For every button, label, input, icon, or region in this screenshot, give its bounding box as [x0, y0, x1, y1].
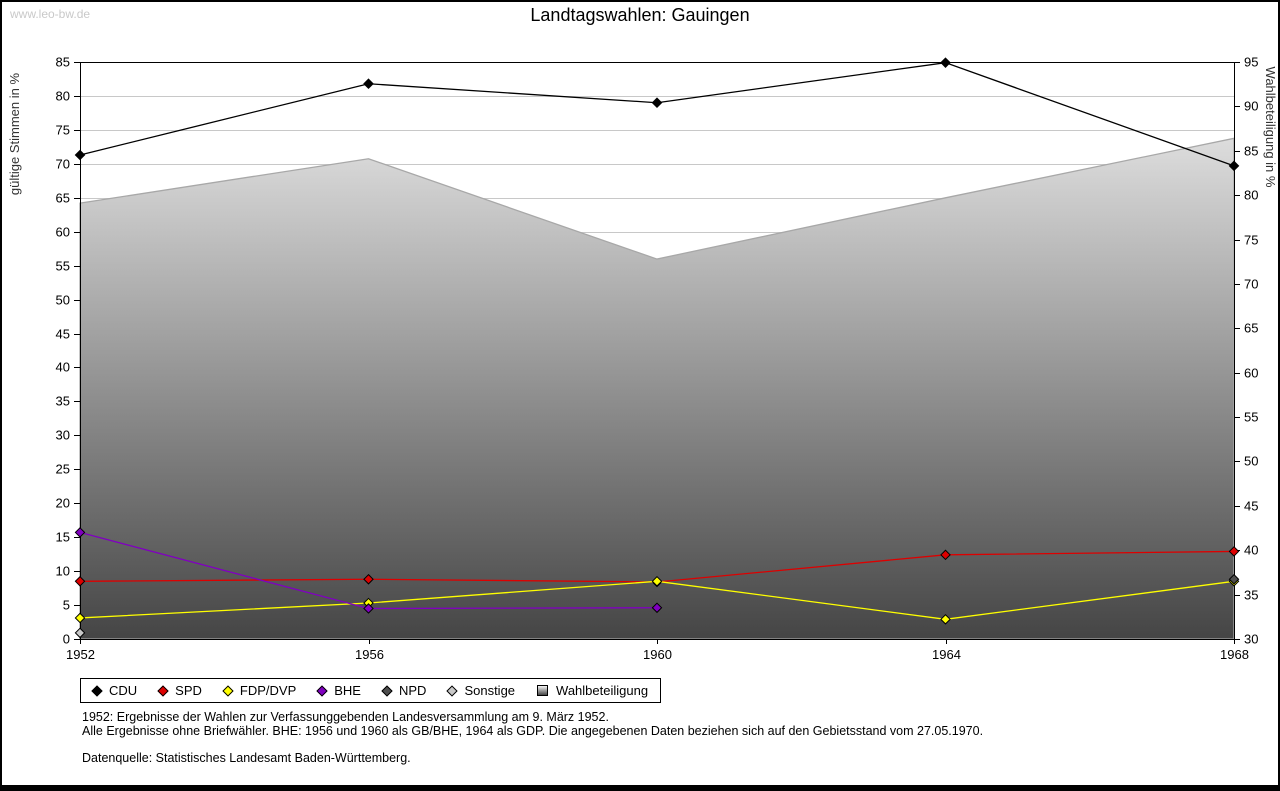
svg-text:90: 90 — [1244, 99, 1258, 114]
election-line-chart: 0 5 10 15 20 25 30 35 40 45 50 55 60 65 70 75 80 85 30 35 40… — [7, 55, 1278, 663]
svg-text:75: 75 — [1244, 233, 1258, 248]
svg-text:15: 15 — [56, 530, 70, 545]
svg-text:70: 70 — [1244, 277, 1258, 292]
data-point-bhe — [74, 527, 86, 538]
square-marker-icon — [537, 685, 549, 696]
footnotes: 1952: Ergebnisse der Wahlen zur Verfassu… — [82, 710, 984, 766]
data-point-cdu — [651, 97, 663, 109]
legend-label: CDU — [109, 683, 138, 698]
svg-text:5: 5 — [63, 598, 70, 613]
data-point-fdp-dvp — [651, 575, 663, 587]
data-point-cdu — [940, 57, 951, 68]
legend-label: BHE — [334, 683, 361, 698]
svg-text:80: 80 — [1244, 188, 1258, 203]
svg-text:35: 35 — [56, 394, 70, 409]
svg-text:40: 40 — [56, 360, 70, 375]
chart-title: Landtagswahlen: Gauingen — [530, 5, 750, 25]
legend-label: SPD — [175, 683, 202, 698]
legend-item-spd: SPD — [157, 683, 202, 698]
svg-text:60: 60 — [56, 225, 70, 240]
data-point-cdu — [363, 78, 374, 90]
svg-text:85: 85 — [56, 55, 70, 70]
right-axis-title: Wahlbeteiligung in % — [1263, 67, 1278, 188]
diamond-marker-icon — [91, 684, 103, 697]
svg-text:40: 40 — [1244, 543, 1258, 558]
diamond-marker-icon — [446, 684, 459, 697]
svg-text:60: 60 — [1244, 366, 1258, 381]
svg-text:1964: 1964 — [932, 647, 961, 662]
svg-text:75: 75 — [56, 123, 70, 138]
footnote-line-2: Alle Ergebnisse ohne Briefwähler. BHE: 1… — [82, 723, 984, 738]
data-point-spd — [940, 549, 951, 561]
data-point-bhe — [363, 603, 374, 614]
legend: CDU SPD FDP/DVP BHE NPD Sonstige Wahlbeteiligu… — [80, 678, 662, 703]
data-point-sonstige — [74, 627, 86, 639]
data-point-bhe — [651, 602, 663, 614]
data-point-fdp-dvp — [940, 614, 951, 625]
svg-text:30: 30 — [56, 428, 70, 443]
svg-text:50: 50 — [56, 293, 70, 308]
svg-text:80: 80 — [56, 89, 70, 104]
legend-item-npd: NPD — [381, 683, 427, 698]
svg-text:55: 55 — [1244, 410, 1258, 425]
svg-text:1956: 1956 — [355, 647, 384, 662]
left-axis-title: gültige Stimmen in % — [7, 73, 22, 196]
footnote-line-1: 1952: Ergebnisse der Wahlen zur Verfassu… — [82, 710, 609, 724]
data-point-fdp-dvp — [74, 612, 86, 624]
legend-label: Sonstige — [464, 683, 516, 698]
series-npd — [1228, 573, 1240, 585]
data-point-cdu — [74, 149, 86, 161]
footnote-source: Datenquelle: Statistisches Landesamt Bad… — [82, 751, 411, 765]
legend-item-sonstige: Sonstige — [446, 683, 516, 698]
axis-tick-labels: 0 5 10 15 20 25 30 35 40 45 50 55 60 65 70 75 80 85 30 35 40… — [56, 55, 1259, 663]
watermark: www.leo-bw.de — [10, 7, 91, 21]
svg-text:20: 20 — [56, 496, 70, 511]
svg-text:85: 85 — [1244, 144, 1258, 159]
diamond-marker-icon — [381, 684, 393, 697]
svg-text:25: 25 — [56, 462, 70, 477]
legend-label: Wahlbeteiligung — [556, 683, 649, 698]
svg-text:95: 95 — [1244, 55, 1258, 70]
series-bhe — [74, 527, 663, 614]
data-point-spd — [1228, 546, 1240, 557]
svg-text:1968: 1968 — [1220, 647, 1249, 662]
legend-item-fdp-dvp: FDP/DVP — [222, 683, 297, 698]
legend-item-bhe: BHE — [316, 683, 361, 698]
svg-text:1952: 1952 — [66, 647, 95, 662]
svg-text:55: 55 — [56, 259, 70, 274]
svg-text:30: 30 — [1244, 632, 1258, 647]
legend-label: FDP/DVP — [239, 683, 297, 698]
svg-text:70: 70 — [56, 157, 70, 172]
diamond-marker-icon — [157, 684, 169, 697]
axis-ticks — [74, 62, 1240, 644]
area-wahlbeteiligung — [79, 137, 1235, 640]
svg-text:65: 65 — [1244, 321, 1258, 336]
data-point-spd — [363, 573, 374, 585]
data-point-spd — [74, 575, 86, 587]
diamond-marker-icon — [316, 684, 328, 697]
svg-text:35: 35 — [1244, 588, 1258, 603]
svg-text:45: 45 — [1244, 499, 1258, 514]
svg-text:50: 50 — [1244, 454, 1258, 469]
svg-text:0: 0 — [63, 632, 70, 647]
legend-label: NPD — [398, 683, 427, 698]
diamond-marker-icon — [222, 684, 234, 697]
svg-text:45: 45 — [56, 327, 70, 342]
series-sonstige — [74, 627, 86, 639]
data-point-npd — [1228, 573, 1240, 585]
data-point-cdu — [1228, 160, 1240, 172]
legend-item-cdu: CDU — [91, 683, 138, 698]
series-cdu — [74, 57, 1240, 172]
svg-text:1960: 1960 — [643, 647, 672, 662]
svg-text:10: 10 — [56, 564, 70, 579]
svg-text:65: 65 — [56, 191, 70, 206]
legend-item-wahlbeteiligung: Wahlbeteiligung — [537, 683, 648, 698]
